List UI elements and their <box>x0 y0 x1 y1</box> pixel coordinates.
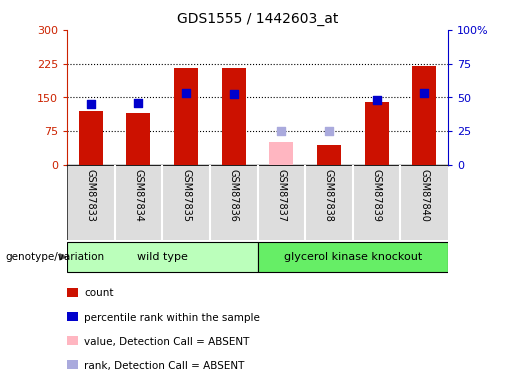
Bar <box>67 242 258 272</box>
Bar <box>222 68 246 165</box>
Text: GSM87834: GSM87834 <box>133 169 143 222</box>
Text: value, Detection Call = ABSENT: value, Detection Call = ABSENT <box>84 337 249 347</box>
Text: GSM87839: GSM87839 <box>372 169 382 222</box>
Bar <box>79 111 102 165</box>
Bar <box>67 360 78 369</box>
Bar <box>317 145 341 165</box>
Point <box>372 97 381 103</box>
Text: GSM87835: GSM87835 <box>181 169 191 222</box>
Point <box>182 90 190 96</box>
Bar <box>67 312 78 321</box>
Point <box>325 128 333 134</box>
Bar <box>413 66 436 165</box>
Text: count: count <box>84 288 114 298</box>
Point <box>230 91 238 97</box>
Bar <box>174 68 198 165</box>
Text: rank, Detection Call = ABSENT: rank, Detection Call = ABSENT <box>84 361 245 371</box>
Text: genotype/variation: genotype/variation <box>5 252 104 262</box>
Text: GSM87833: GSM87833 <box>86 169 96 222</box>
Text: GSM87837: GSM87837 <box>277 169 286 222</box>
Point <box>277 128 285 134</box>
Text: GSM87840: GSM87840 <box>419 169 429 222</box>
Bar <box>127 113 150 165</box>
Point <box>87 101 95 107</box>
Point <box>134 100 143 106</box>
Text: glycerol kinase knockout: glycerol kinase knockout <box>284 252 422 262</box>
Text: wild type: wild type <box>137 252 187 262</box>
Text: GSM87836: GSM87836 <box>229 169 238 222</box>
Bar <box>67 336 78 345</box>
Bar <box>258 242 448 272</box>
Bar <box>67 288 78 297</box>
Bar <box>365 102 388 165</box>
Point <box>420 90 428 96</box>
Bar <box>269 142 293 165</box>
Title: GDS1555 / 1442603_at: GDS1555 / 1442603_at <box>177 12 338 26</box>
Text: percentile rank within the sample: percentile rank within the sample <box>84 313 260 323</box>
Text: GSM87838: GSM87838 <box>324 169 334 222</box>
